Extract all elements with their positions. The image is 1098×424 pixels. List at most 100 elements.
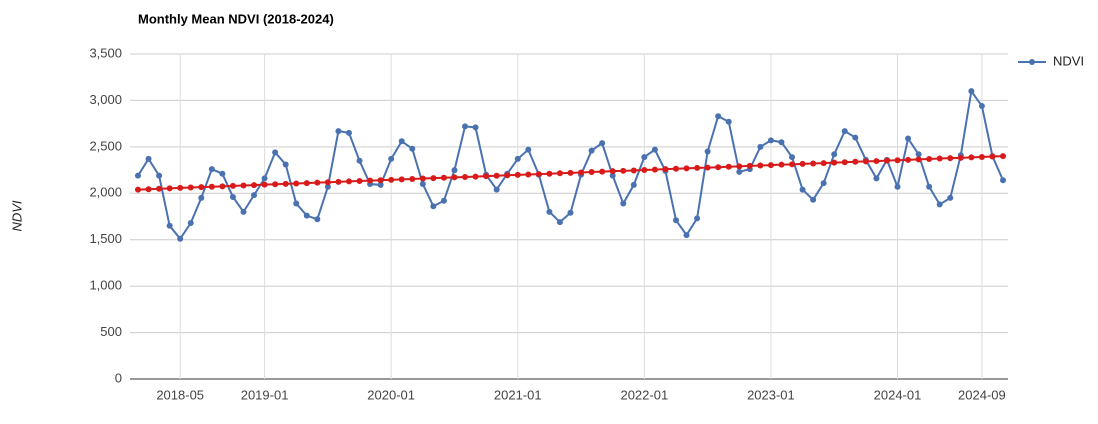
data-point [356,178,363,185]
x-tick-label: 2021-01 [494,387,542,402]
data-point [641,166,648,173]
data-point [630,167,637,174]
legend-label: NDVI [1053,53,1084,68]
data-point [198,184,205,191]
data-point [272,149,279,156]
data-point [187,184,194,191]
data-point [609,172,616,179]
x-tick-label: 2023-01 [747,387,795,402]
data-point [451,167,458,174]
data-point [556,219,563,226]
data-point [651,146,658,153]
data-point [736,168,743,175]
data-point [767,137,774,144]
data-point [641,154,648,161]
data-point [609,168,616,175]
data-point [440,197,447,204]
y-tick-label: 1,000 [89,278,122,293]
data-point [367,177,374,184]
data-point [546,208,553,215]
data-point [630,181,637,188]
data-point [303,180,310,187]
data-point [715,113,722,120]
data-point [514,155,521,162]
data-point [831,159,838,166]
data-point [1000,153,1006,160]
data-point [672,217,679,224]
data-point [683,165,690,172]
data-point [694,215,701,222]
data-point [789,161,796,168]
data-point [293,200,300,207]
data-point [451,174,458,181]
data-point [831,151,838,158]
data-point [672,165,679,172]
data-point [725,118,732,125]
y-axis-label: NDVI [9,200,24,231]
data-point [841,128,848,135]
data-point [599,168,606,175]
data-point [335,178,342,185]
data-point [229,182,236,189]
data-point [905,156,912,163]
data-point [462,173,469,180]
data-point [261,175,268,182]
data-point [567,209,574,216]
data-point [272,181,279,188]
data-point [852,134,859,141]
data-point [873,175,880,182]
data-point [620,167,627,174]
data-point [715,164,722,171]
data-point [345,129,352,136]
data-point [915,156,922,163]
data-point [662,166,669,173]
data-point [251,192,258,199]
data-point [219,183,226,190]
data-point [219,170,226,177]
data-point [166,185,173,192]
data-point [789,154,796,161]
data-point [767,162,774,169]
data-point [251,182,258,189]
data-point [229,194,236,200]
data-point [578,169,585,176]
data-point [926,156,933,163]
data-point [166,222,173,229]
data-point [968,154,975,161]
data-point [810,160,817,167]
x-tick-label: 2024-09 [958,387,1006,402]
data-point [588,169,595,176]
data-point [704,164,711,171]
x-tick-label: 2019-01 [241,387,289,402]
data-point [335,128,342,135]
data-point [567,169,574,176]
data-point [989,153,996,160]
data-point [314,216,321,223]
data-point [145,186,152,193]
legend-marker [1029,59,1035,65]
x-tick-label: 2020-01 [367,387,415,402]
data-point [978,103,985,109]
data-point [883,157,890,164]
data-point [388,176,395,183]
data-point [535,171,542,178]
data-point [852,158,859,165]
data-point [936,201,943,208]
data-point [820,160,827,167]
y-tick-label: 2,500 [89,138,122,153]
data-point [198,194,205,201]
data-point [240,182,247,189]
data-point [683,232,690,239]
data-point [398,138,405,145]
x-tick-label: 2024-01 [874,387,922,402]
data-point [430,203,437,210]
data-point [736,163,743,170]
data-point [757,162,764,169]
data-point [746,162,753,169]
data-point [493,186,500,193]
data-point [208,183,215,190]
data-point [324,179,331,186]
data-point [145,155,152,162]
data-point [546,170,553,177]
data-point [135,186,141,193]
